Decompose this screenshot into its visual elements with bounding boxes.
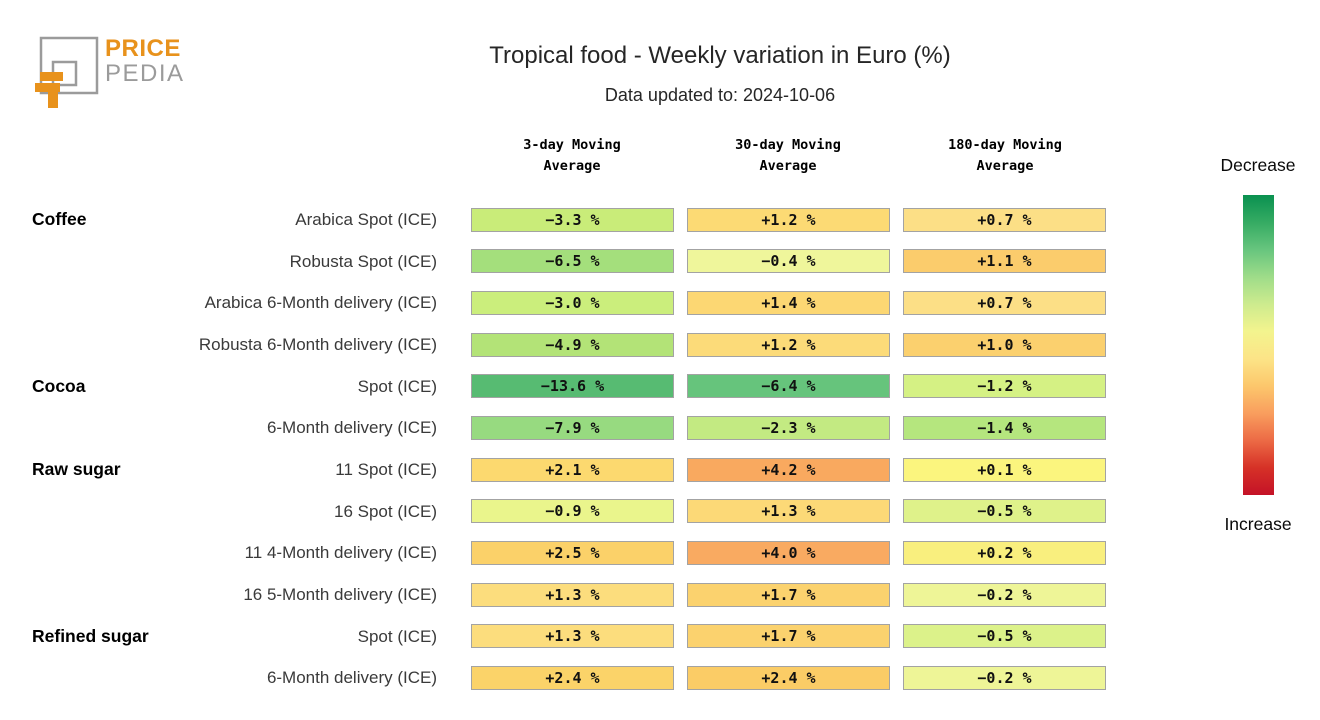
heatmap-cell: +1.7 % <box>687 624 890 649</box>
heatmap-cell: −1.4 % <box>903 415 1106 440</box>
heatmap-cell: −0.9 % <box>471 499 674 524</box>
heatmap-cell: −4.9 % <box>471 332 674 357</box>
heatmap-cell: −3.0 % <box>471 290 674 315</box>
row-label: 16 Spot (ICE) <box>334 501 437 521</box>
heatmap-table: Coffee Arabica Spot (ICE) −3.3 % +1.2 % … <box>0 199 1320 699</box>
table-row: Refined sugar Spot (ICE) +1.3 % +1.7 % −… <box>0 616 1320 658</box>
table-row: Coffee Arabica Spot (ICE) −3.3 % +1.2 % … <box>0 199 1320 241</box>
heatmap-cell: +0.1 % <box>903 457 1106 482</box>
heatmap-cell: −7.9 % <box>471 415 674 440</box>
heatmap-cell: +1.4 % <box>687 290 890 315</box>
table-row: Cocoa Spot (ICE) −13.6 % −6.4 % −1.2 % <box>0 366 1320 408</box>
heatmap-cell: −6.4 % <box>687 374 890 399</box>
heatmap-cell: +1.2 % <box>687 207 890 232</box>
heatmap-cell: +2.1 % <box>471 457 674 482</box>
heatmap-cell: −0.5 % <box>903 499 1106 524</box>
brand-pedia: PEDIA <box>105 60 185 87</box>
page-title: Tropical food - Weekly variation in Euro… <box>489 42 951 69</box>
row-label: 11 4-Month delivery (ICE) <box>244 543 437 563</box>
legend-increase-label: Increase <box>1224 514 1292 534</box>
row-label: 16 5-Month delivery (ICE) <box>243 585 437 605</box>
heatmap-cell: −1.2 % <box>903 374 1106 399</box>
column-header-30day: 30-day Moving Average <box>735 137 841 174</box>
heatmap-cell: +4.2 % <box>687 457 890 482</box>
table-row: 16 Spot (ICE) −0.9 % +1.3 % −0.5 % <box>0 491 1320 533</box>
row-label: Arabica 6-Month delivery (ICE) <box>204 293 437 313</box>
heatmap-cell: +0.2 % <box>903 541 1106 565</box>
pricepedia-logo: PRICE PEDIA <box>35 28 305 118</box>
heatmap-cell: −6.5 % <box>471 249 674 274</box>
heatmap-cell: −2.3 % <box>687 415 890 440</box>
heatmap-cell: +1.7 % <box>687 582 890 607</box>
heatmap-cell: +1.3 % <box>471 582 674 607</box>
brand-price: PRICE <box>105 35 181 62</box>
category-label: Coffee <box>32 208 87 229</box>
category-label: Cocoa <box>32 375 86 396</box>
heatmap-cell: +0.7 % <box>903 207 1106 232</box>
heatmap-cell: +1.1 % <box>903 249 1106 274</box>
heatmap-cell: +1.0 % <box>903 332 1106 357</box>
legend-decrease-label: Decrease <box>1220 155 1296 175</box>
heatmap-cell: +1.3 % <box>687 499 890 524</box>
table-row: Raw sugar 11 Spot (ICE) +2.1 % +4.2 % +0… <box>0 449 1320 491</box>
category-label: Raw sugar <box>32 459 121 480</box>
table-row: Robusta 6-Month delivery (ICE) −4.9 % +1… <box>0 324 1320 366</box>
column-header-3day: 3-day Moving Average <box>523 137 621 174</box>
row-label: Spot (ICE) <box>357 376 437 396</box>
pricepedia-logo-icon <box>35 36 99 108</box>
heatmap-cell: +0.7 % <box>903 290 1106 315</box>
row-label: Robusta Spot (ICE) <box>289 251 437 271</box>
table-row: 11 4-Month delivery (ICE) +2.5 % +4.0 % … <box>0 533 1320 575</box>
column-header-180day: 180-day Moving Average <box>948 137 1062 174</box>
heatmap-cell: −0.2 % <box>903 666 1106 691</box>
table-row: 6-Month delivery (ICE) +2.4 % +2.4 % −0.… <box>0 658 1320 700</box>
brand-wordmark: PRICE PEDIA <box>105 36 185 86</box>
heatmap-cell: −3.3 % <box>471 207 674 232</box>
row-label: 11 Spot (ICE) <box>335 459 437 479</box>
heatmap-cell: +2.4 % <box>687 666 890 691</box>
heatmap-cell: −13.6 % <box>471 374 674 399</box>
page-subtitle: Data updated to: 2024-10-06 <box>604 85 836 105</box>
table-row: 6-Month delivery (ICE) −7.9 % −2.3 % −1.… <box>0 407 1320 449</box>
row-label: 6-Month delivery (ICE) <box>266 418 437 438</box>
row-label: 6-Month delivery (ICE) <box>266 668 437 688</box>
legend-gradient-bar <box>1243 195 1274 495</box>
category-label: Refined sugar <box>32 625 149 646</box>
heatmap-cell: +1.3 % <box>471 624 674 649</box>
heatmap-cell: +2.5 % <box>471 541 674 565</box>
heatmap-cell: +4.0 % <box>687 541 890 565</box>
table-row: Arabica 6-Month delivery (ICE) −3.0 % +1… <box>0 282 1320 324</box>
row-label: Robusta 6-Month delivery (ICE) <box>198 334 437 354</box>
row-label: Spot (ICE) <box>357 626 437 646</box>
heatmap-cell: +1.2 % <box>687 332 890 357</box>
table-row: 16 5-Month delivery (ICE) +1.3 % +1.7 % … <box>0 574 1320 616</box>
heatmap-cell: +2.4 % <box>471 666 674 691</box>
row-label: Arabica Spot (ICE) <box>295 209 437 229</box>
table-row: Robusta Spot (ICE) −6.5 % −0.4 % +1.1 % <box>0 241 1320 283</box>
heatmap-cell: −0.2 % <box>903 582 1106 607</box>
heatmap-cell: −0.5 % <box>903 624 1106 649</box>
heatmap-cell: −0.4 % <box>687 249 890 274</box>
